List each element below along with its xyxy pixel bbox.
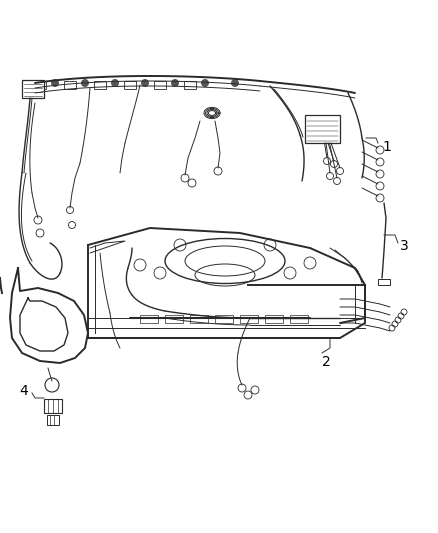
Bar	[47, 415, 59, 425]
Circle shape	[51, 79, 59, 87]
Bar	[94, 81, 106, 89]
Text: 4: 4	[19, 384, 28, 398]
Text: 3: 3	[400, 239, 409, 253]
Bar	[22, 80, 44, 98]
Bar	[64, 81, 76, 89]
Bar	[305, 115, 340, 143]
Bar	[44, 399, 62, 413]
Bar	[378, 279, 390, 285]
Circle shape	[231, 79, 239, 87]
Bar	[215, 315, 233, 323]
Bar	[140, 315, 158, 323]
Bar	[165, 315, 183, 323]
Bar	[34, 81, 46, 89]
Text: 1: 1	[382, 140, 391, 154]
Bar	[184, 81, 196, 89]
Circle shape	[141, 79, 149, 87]
Bar	[265, 315, 283, 323]
Bar	[290, 315, 308, 323]
Circle shape	[81, 79, 89, 87]
Circle shape	[111, 79, 119, 87]
Circle shape	[171, 79, 179, 87]
Text: 2: 2	[321, 355, 330, 369]
Bar	[190, 315, 208, 323]
Bar	[154, 81, 166, 89]
Bar	[240, 315, 258, 323]
Circle shape	[201, 79, 209, 87]
Bar	[124, 81, 136, 89]
